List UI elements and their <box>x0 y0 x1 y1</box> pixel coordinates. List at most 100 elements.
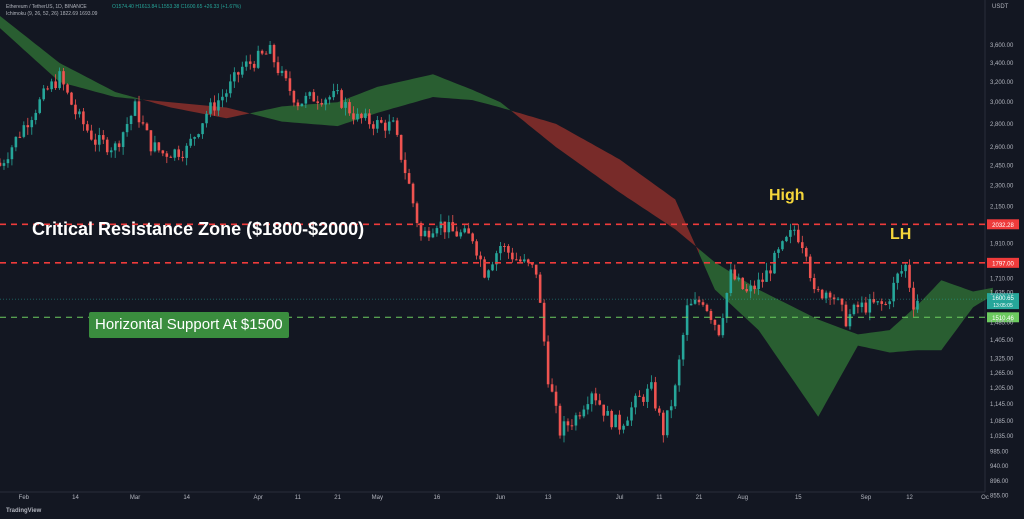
candle-body <box>618 414 621 430</box>
candle <box>709 308 713 324</box>
candle <box>248 54 252 70</box>
tradingview-logo[interactable]: TradingView <box>6 508 42 514</box>
candle-body <box>324 99 327 105</box>
candle-body <box>832 297 836 300</box>
candle <box>22 121 26 139</box>
current-price-countdown: 13:05:05 <box>993 303 1013 309</box>
x-tick-label: 13 <box>545 495 552 501</box>
candle-body <box>594 393 598 401</box>
candle <box>594 387 598 406</box>
y-tick-label: 1,635.00 <box>990 290 1014 296</box>
y-tick-label: 1,085.00 <box>990 419 1014 425</box>
candle-body <box>70 92 73 105</box>
candle <box>701 299 705 307</box>
candle <box>129 114 133 131</box>
candle-body <box>193 137 196 139</box>
y-tick-label: 2,450.00 <box>990 164 1014 170</box>
candle <box>844 301 848 328</box>
candle <box>189 133 192 148</box>
candle-body <box>479 255 482 260</box>
candle-body <box>546 341 550 385</box>
candle-body <box>292 90 296 103</box>
candle-body <box>113 143 117 151</box>
candle-body <box>252 63 256 68</box>
candle-body <box>296 102 300 107</box>
currency-label: USDT <box>992 4 1009 10</box>
candle <box>133 99 137 117</box>
y-tick-label: 985.00 <box>990 449 1009 455</box>
candle-body <box>320 102 324 105</box>
candle-body <box>622 425 625 430</box>
candle-body <box>268 45 272 54</box>
candle <box>177 145 181 161</box>
candle <box>364 108 367 121</box>
candle <box>832 294 836 305</box>
candle-body <box>26 125 30 128</box>
candle <box>62 68 65 91</box>
candle-body <box>78 111 81 115</box>
candle-body <box>753 285 756 290</box>
candle-body <box>681 334 685 360</box>
candle <box>399 134 403 163</box>
candle <box>610 409 613 430</box>
candle-body <box>808 256 812 279</box>
indicator-legend[interactable]: Ichimoku (9, 26, 52, 26) 1822.69 1693.09 <box>6 11 98 17</box>
candle <box>769 265 772 282</box>
price-axis[interactable]: 3,600.00 3,400.00 3,200.00 3,000.00 2,800.00… <box>990 43 1014 500</box>
y-tick-label: 1,265.00 <box>990 371 1014 377</box>
candle <box>34 109 38 125</box>
candle-body <box>590 393 594 405</box>
candle-body <box>244 61 248 67</box>
candle <box>646 384 649 409</box>
candle-body <box>737 277 741 280</box>
candle-body <box>308 92 312 96</box>
candle <box>447 215 451 239</box>
candle <box>546 335 550 388</box>
candle-body <box>225 93 228 97</box>
y-tick-label: 3,600.00 <box>990 43 1014 49</box>
candle <box>86 120 89 133</box>
candle <box>264 51 268 55</box>
candle-body <box>669 406 673 411</box>
support-annotation: Horizontal Support At $1500 <box>89 312 289 338</box>
candle-body <box>880 301 884 304</box>
candle-body <box>864 302 868 313</box>
candle <box>673 383 677 409</box>
time-axis[interactable]: Feb 14 Mar 14 Apr 11 21 May 16 Jun 13 Jul 11 21 Aug 15 S… <box>19 495 989 501</box>
candle-body <box>137 101 141 123</box>
candle-body <box>515 259 518 261</box>
candle-body <box>205 113 208 124</box>
candle-body <box>340 90 343 108</box>
candle <box>880 298 884 311</box>
candle-body <box>522 259 526 262</box>
candle-body <box>598 400 602 405</box>
candle-body <box>526 259 530 263</box>
current-price-tag <box>987 293 1019 310</box>
candle-body <box>562 421 566 436</box>
candle-body <box>66 84 69 93</box>
y-tick-label: 1,405.00 <box>990 338 1014 344</box>
candle-body <box>769 270 772 274</box>
candle <box>705 303 709 313</box>
candle <box>395 117 399 137</box>
candle-body <box>582 409 586 417</box>
candle-body <box>109 150 113 153</box>
candle-body <box>745 289 748 292</box>
level-tag-resistance-high <box>987 219 1019 230</box>
level-label-resistance-high: 2032.28 <box>992 223 1014 229</box>
candle <box>225 89 228 103</box>
candle-body <box>538 274 542 303</box>
candle-body <box>185 145 188 158</box>
candle-body <box>705 304 709 312</box>
x-tick-label: 15 <box>795 495 802 501</box>
candle <box>109 147 113 158</box>
candle <box>403 152 407 180</box>
candle <box>300 103 304 107</box>
candle <box>912 281 915 317</box>
candle-body <box>288 78 292 91</box>
candle-body <box>717 324 721 336</box>
candle <box>491 261 494 272</box>
x-tick-label: 12 <box>906 495 913 501</box>
candle-body <box>332 91 335 98</box>
